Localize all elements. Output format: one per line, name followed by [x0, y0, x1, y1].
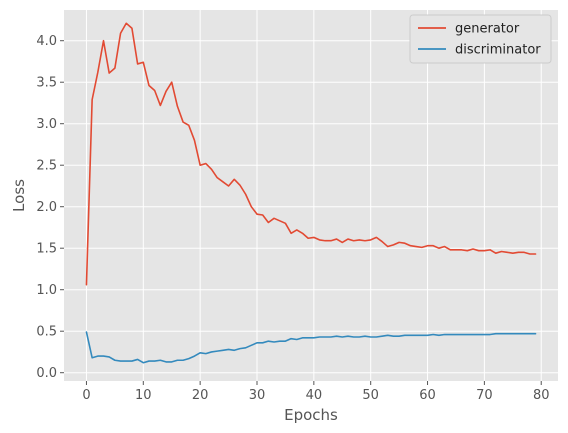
y-axis-label: Loss: [10, 179, 28, 212]
x-tick-label: 0: [82, 388, 90, 403]
legend-label-discriminator: discriminator: [455, 43, 541, 58]
x-axis-label: Epochs: [284, 406, 338, 424]
x-tick-label: 20: [192, 388, 209, 403]
x-tick-label: 60: [419, 388, 436, 403]
y-tick-label: 1.5: [36, 242, 57, 257]
x-tick-label: 80: [533, 388, 550, 403]
y-tick-label: 0.5: [36, 325, 57, 340]
y-tick-label: 4.0: [36, 34, 57, 49]
series-lines: [85, 22, 537, 364]
x-tick-label: 30: [249, 388, 266, 403]
x-tick-label: 50: [362, 388, 379, 403]
y-tick-label: 3.0: [36, 117, 57, 132]
axis-ticks: 0 10 20 30 40 50 60 70 80 0.0 0.5 1.0 1.5 2.0 2.5 3.0 3.…: [36, 34, 549, 403]
x-tick-label: 10: [135, 388, 152, 403]
y-tick-label: 1.0: [36, 283, 57, 298]
y-tick-label: 3.5: [36, 76, 57, 91]
legend-label-generator: generator: [455, 22, 520, 37]
y-tick-label: 2.5: [36, 159, 57, 174]
series-line-discriminator: [85, 331, 537, 364]
x-tick-label: 40: [306, 388, 323, 403]
legend: generator discriminator: [409, 14, 552, 64]
grid-lines: [64, 10, 558, 381]
legend-box: [409, 14, 552, 64]
y-tick-label: 2.0: [36, 200, 57, 215]
y-tick-label: 0.0: [36, 366, 57, 381]
series-line-generator: [85, 22, 537, 286]
x-tick-label: 70: [476, 388, 493, 403]
